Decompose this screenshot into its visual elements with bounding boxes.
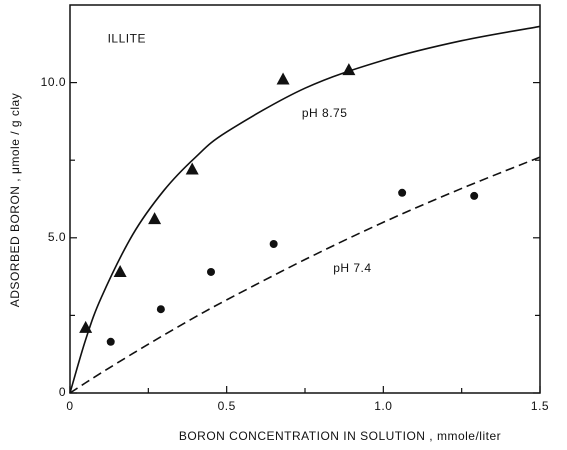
- triangle-point: [148, 212, 162, 225]
- triangle-point: [342, 63, 356, 76]
- fit-curve: [69, 156, 541, 394]
- circle-point: [269, 240, 278, 249]
- circle-point: [106, 337, 115, 346]
- triangle-point: [79, 320, 93, 333]
- triangle-point: [276, 72, 290, 85]
- circle-point: [207, 267, 215, 276]
- fit-curve: [69, 25, 541, 394]
- circle-point: [470, 191, 479, 200]
- x-tick-label: 1.5: [531, 399, 549, 413]
- x-tick-label: 1.0: [374, 399, 392, 413]
- y-tick-label: 10.0: [41, 75, 66, 89]
- triangle-point: [185, 162, 199, 175]
- annotation: pH 7.4: [333, 261, 371, 275]
- triangle-point: [113, 264, 127, 277]
- y-tick-label: 0: [59, 385, 66, 399]
- circle-point: [398, 188, 407, 197]
- annotation: ILLITE: [108, 31, 146, 45]
- circle-point: [156, 305, 165, 314]
- y-axis-label: ADSORBED BORON , μmole / g clay: [8, 93, 22, 307]
- x-tick-label: 0: [66, 399, 73, 413]
- plot-frame: [69, 4, 541, 394]
- y-tick-label: 5.0: [48, 230, 66, 244]
- x-axis-label: BORON CONCENTRATION IN SOLUTION , mmole/…: [179, 429, 501, 443]
- annotation: pH 8.75: [302, 106, 348, 120]
- x-tick-label: 0.5: [218, 399, 236, 413]
